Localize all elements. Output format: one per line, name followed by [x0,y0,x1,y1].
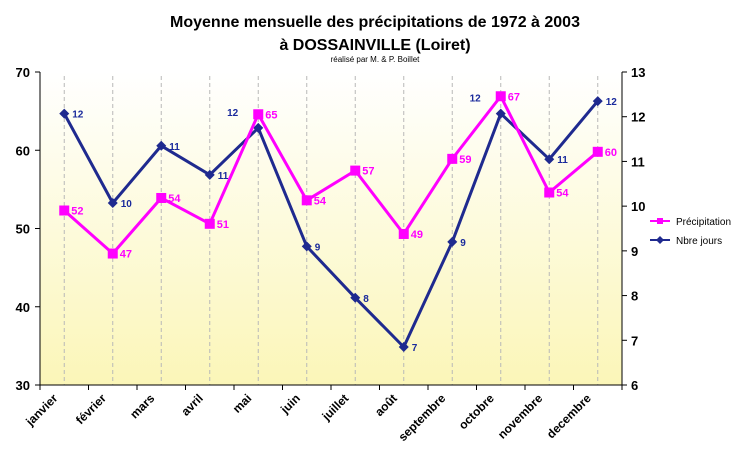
marker-precipitation [495,91,506,102]
legend-marker-precipitation [657,218,663,224]
marker-precipitation [350,165,361,176]
right-tick-label: 11 [631,154,645,169]
x-tick-label: juin [277,391,303,417]
data-label-precipitation: 57 [362,166,374,178]
marker-nbre-jours [447,236,458,247]
right-axis-ticks: 6 7 8 9 10 11 12 13 [622,65,645,393]
marker-nbre-jours [398,341,409,352]
marker-nbre-jours [204,169,215,180]
data-label-nbre-jours: 10 [121,199,133,210]
series-precipitation: 52 47 54 51 65 54 57 49 59 67 54 60 [59,91,617,261]
marker-nbre-jours [544,154,555,165]
chart-subtitle: à DOSSAINVILLE (Loiret) [279,37,470,54]
marker-nbre-jours [495,108,506,119]
data-label-precipitation: 65 [265,109,277,121]
x-tick-label: decembre [544,391,594,441]
series-line-precipitation [63,94,599,256]
left-tick-label: 30 [16,378,30,393]
right-tick-label: 8 [631,289,638,304]
data-label-precipitation: 54 [556,188,569,200]
marker-nbre-jours [350,292,361,303]
right-tick-label: 10 [631,199,645,214]
left-tick-label: 50 [16,222,30,237]
left-axis-ticks: 30 40 50 60 70 [16,65,40,393]
marker-nbre-jours [59,108,70,119]
data-label-precipitation: 60 [605,147,617,159]
data-label-precipitation: 52 [71,206,83,218]
data-label-precipitation: 67 [508,91,520,103]
marker-precipitation [301,195,312,206]
marker-nbre-jours [156,140,167,151]
data-label-nbre-jours: 8 [363,294,369,305]
right-tick-label: 9 [631,244,638,259]
legend-marker-nbre-jours [656,236,664,244]
marker-nbre-jours [592,96,603,107]
data-label-precipitation: 54 [314,195,327,207]
marker-precipitation [156,192,167,203]
left-tick-label: 60 [16,143,30,158]
right-tick-label: 6 [631,378,638,393]
data-label-precipitation: 49 [411,229,423,241]
x-tick-label: février [73,391,109,427]
data-label-nbre-jours: 12 [72,110,84,121]
right-tick-label: 13 [631,65,645,80]
marker-precipitation [253,109,264,120]
data-label-precipitation: 47 [120,249,132,261]
right-tick-label: 7 [631,333,638,348]
marker-precipitation [398,228,409,239]
data-label-nbre-jours: 12 [227,108,239,119]
marker-precipitation [204,218,215,229]
x-tick-label: avril [179,391,206,418]
left-tick-label: 40 [16,300,30,315]
x-tick-label: mars [127,391,157,421]
marker-precipitation [59,205,70,216]
chart-title: Moyenne mensuelle des précipitations de … [170,14,580,31]
x-tick-label: juillet [319,391,352,424]
data-label-precipitation: 59 [459,154,471,166]
marker-precipitation [592,146,603,157]
data-label-nbre-jours: 7 [412,343,418,354]
x-tick-label: janvier [22,391,60,429]
series-nbre-jours: 12 10 11 11 12 9 8 7 9 12 11 12 [59,94,617,354]
legend: Précipitation Nbre jours [650,217,731,247]
marker-nbre-jours [107,198,118,209]
data-label-precipitation: 54 [168,193,181,205]
x-tick-label: novembre [495,391,546,442]
marker-precipitation [107,248,118,259]
legend-label-nbre-jours: Nbre jours [676,236,722,247]
data-label-nbre-jours: 11 [557,155,568,166]
x-tick-label: octobre [456,391,497,432]
x-tick-label: mai [230,391,255,416]
data-label-nbre-jours: 9 [315,242,321,253]
marker-nbre-jours [301,241,312,252]
legend-label-precipitation: Précipitation [676,217,731,228]
marker-precipitation [447,153,458,164]
right-tick-label: 12 [631,110,645,125]
data-label-nbre-jours: 11 [218,171,229,182]
left-tick-label: 70 [16,65,30,80]
x-axis-ticks: janvier février mars avril mai juin juillet aoû… [22,385,623,444]
plot-area [40,72,622,385]
data-label-precipitation: 51 [217,219,229,231]
data-label-nbre-jours: 12 [470,94,482,105]
marker-nbre-jours [253,122,264,133]
chart-credit: réalisé par M. & P. Boillet [331,55,421,64]
x-tick-label: août [372,391,400,419]
data-label-nbre-jours: 12 [606,97,618,108]
data-label-nbre-jours: 9 [460,238,466,249]
marker-precipitation [544,187,555,198]
x-tick-label: septembre [396,391,449,444]
series-line-nbre-jours [62,100,599,349]
data-label-nbre-jours: 11 [169,142,180,153]
